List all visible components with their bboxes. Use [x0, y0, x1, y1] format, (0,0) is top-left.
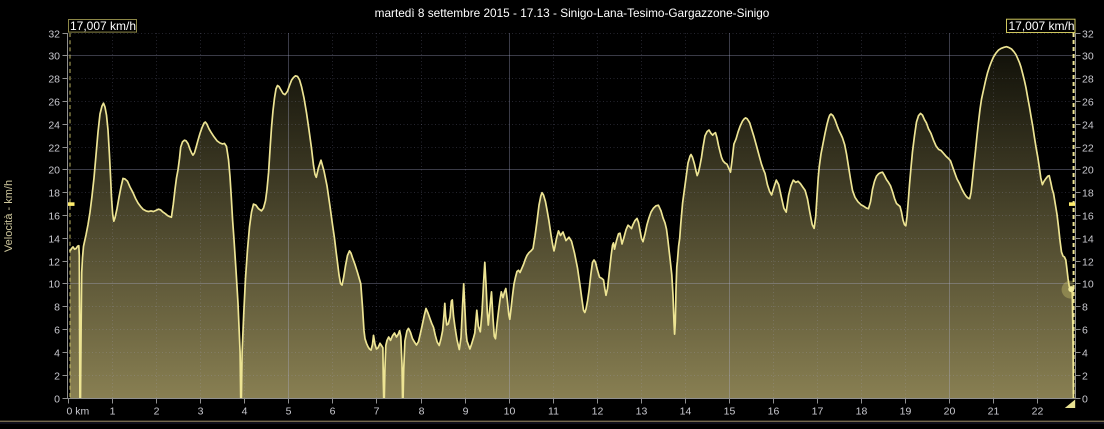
svg-text:2: 2	[154, 406, 160, 418]
svg-text:32: 32	[48, 29, 60, 41]
svg-text:4: 4	[54, 348, 60, 360]
svg-text:5: 5	[286, 406, 292, 418]
svg-text:2: 2	[54, 371, 60, 383]
svg-text:22: 22	[1032, 406, 1044, 418]
svg-text:12: 12	[1082, 257, 1094, 269]
svg-text:16: 16	[1082, 211, 1094, 223]
svg-text:18: 18	[856, 406, 868, 418]
svg-text:19: 19	[900, 406, 912, 418]
svg-text:14: 14	[1082, 234, 1094, 246]
svg-text:8: 8	[419, 406, 425, 418]
svg-text:20: 20	[944, 406, 956, 418]
svg-text:13: 13	[636, 406, 648, 418]
svg-text:30: 30	[48, 51, 60, 63]
svg-text:0 km: 0 km	[67, 406, 90, 418]
svg-text:12: 12	[592, 406, 604, 418]
svg-text:14: 14	[48, 234, 60, 246]
svg-text:10: 10	[504, 406, 516, 418]
svg-text:22: 22	[1082, 143, 1094, 155]
svg-text:15: 15	[724, 406, 736, 418]
svg-text:20: 20	[48, 165, 60, 177]
svg-text:10: 10	[1082, 279, 1094, 291]
svg-text:6: 6	[330, 406, 336, 418]
svg-text:18: 18	[48, 188, 60, 200]
svg-text:8: 8	[54, 302, 60, 314]
svg-text:32: 32	[1082, 29, 1094, 41]
svg-text:6: 6	[54, 325, 60, 337]
svg-text:16: 16	[768, 406, 780, 418]
svg-text:17,007 km/h: 17,007 km/h	[1009, 19, 1075, 33]
svg-text:0: 0	[54, 394, 60, 406]
svg-text:28: 28	[48, 74, 60, 86]
svg-text:3: 3	[198, 406, 204, 418]
svg-text:8: 8	[1082, 302, 1088, 314]
svg-text:10: 10	[48, 279, 60, 291]
svg-text:14: 14	[680, 406, 692, 418]
svg-text:1: 1	[110, 406, 116, 418]
svg-text:17: 17	[812, 406, 824, 418]
svg-text:24: 24	[48, 120, 60, 132]
svg-text:9: 9	[463, 406, 469, 418]
svg-text:26: 26	[1082, 97, 1094, 109]
svg-text:22: 22	[48, 143, 60, 155]
svg-text:30: 30	[1082, 51, 1094, 63]
svg-text:7: 7	[374, 406, 380, 418]
svg-text:17,007 km/h: 17,007 km/h	[70, 19, 136, 33]
svg-text:16: 16	[48, 211, 60, 223]
svg-text:Velocità - km/h: Velocità - km/h	[3, 180, 15, 252]
svg-text:6: 6	[1082, 325, 1088, 337]
svg-text:26: 26	[48, 97, 60, 109]
svg-text:20: 20	[1082, 165, 1094, 177]
svg-text:21: 21	[988, 406, 1000, 418]
svg-text:0: 0	[1082, 394, 1088, 406]
svg-text:28: 28	[1082, 74, 1094, 86]
svg-text:martedì 8 settembre 2015 - 17.: martedì 8 settembre 2015 - 17.13 - Sinig…	[375, 6, 770, 20]
svg-text:2: 2	[1082, 371, 1088, 383]
svg-text:11: 11	[548, 406, 559, 418]
svg-text:4: 4	[242, 406, 248, 418]
svg-text:12: 12	[48, 257, 60, 269]
svg-text:18: 18	[1082, 188, 1094, 200]
svg-text:4: 4	[1082, 348, 1088, 360]
svg-text:24: 24	[1082, 120, 1094, 132]
